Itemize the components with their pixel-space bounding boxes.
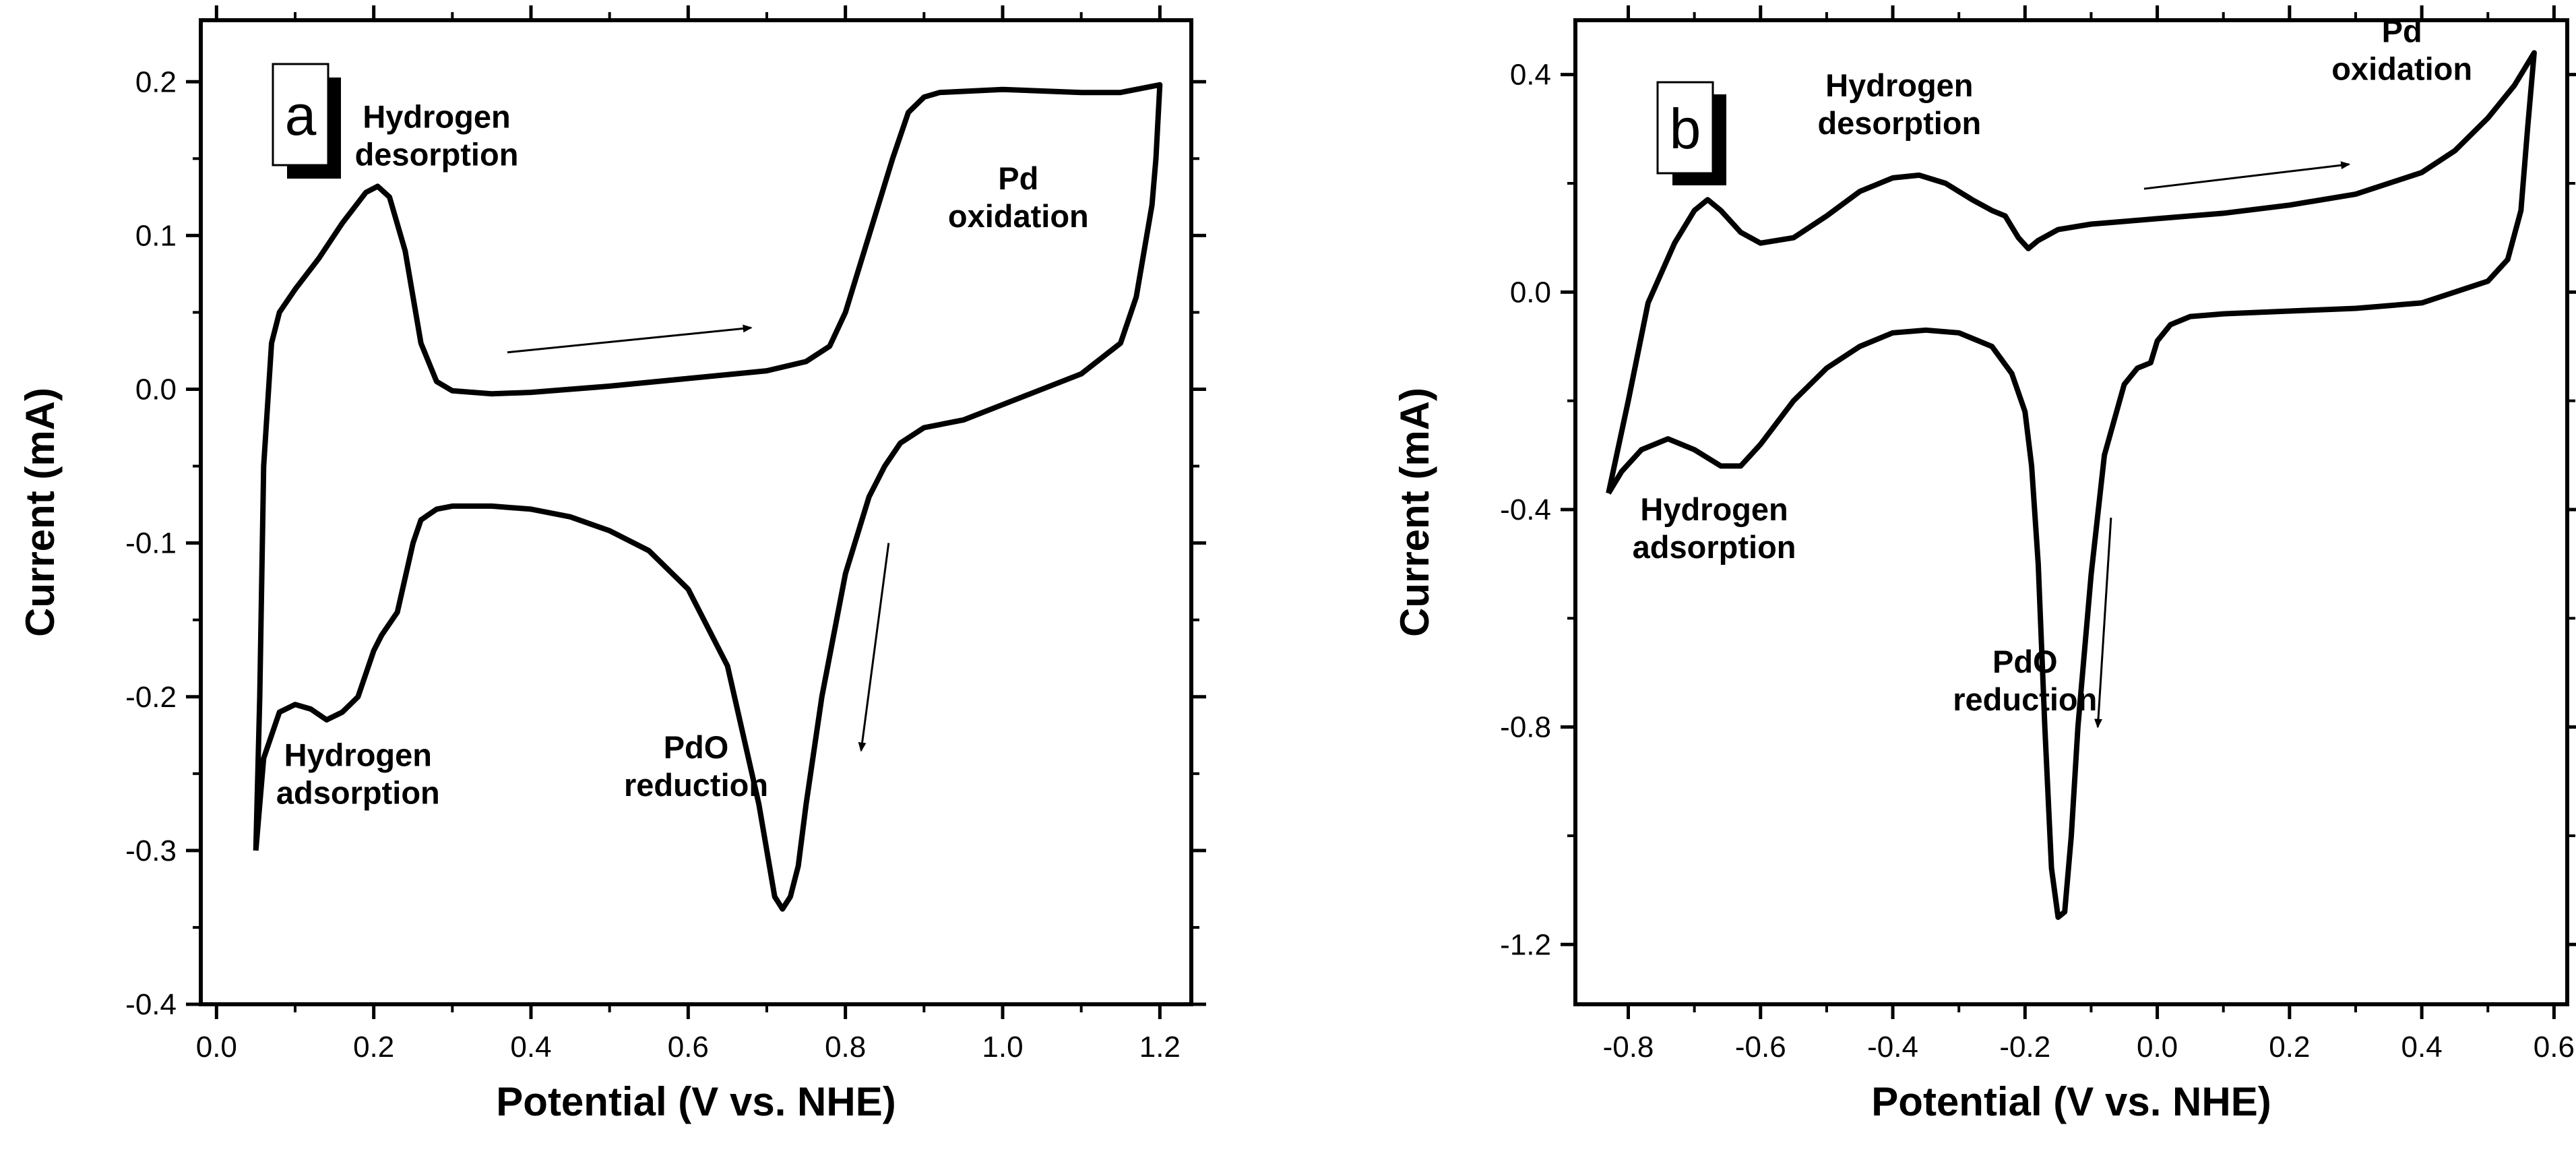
annotation-line: reduction xyxy=(624,767,768,803)
panel-a-x-axis-title: Potential (V vs. NHE) xyxy=(496,1079,896,1124)
y-tick-label: -0.4 xyxy=(1500,493,1551,526)
panel-a-ticks xyxy=(186,5,1206,1019)
y-tick-label: 0.0 xyxy=(135,373,177,406)
y-tick-label: -1.2 xyxy=(1500,928,1551,961)
x-tick-label: -0.8 xyxy=(1603,1031,1654,1064)
x-tick-label: 0.0 xyxy=(2137,1031,2178,1064)
panel-a-cv-curve xyxy=(253,82,1163,912)
panel-a-letter: a xyxy=(285,84,317,147)
panel-b-label-frame xyxy=(1656,81,1714,175)
panel-a-x-tick-labels: 0.0 0.2 0.4 0.6 0.8 1.0 1.2 xyxy=(196,1031,1181,1064)
y-tick-label: -0.8 xyxy=(1500,711,1551,744)
panel-a-arrows xyxy=(507,324,890,752)
x-tick-label: 0.6 xyxy=(2534,1031,2575,1064)
panel-b-arrows xyxy=(2094,161,2351,729)
annotation-line: Pd xyxy=(998,160,1038,196)
x-tick-label: 0.6 xyxy=(668,1031,709,1064)
annotation-line: Hydrogen xyxy=(1640,491,1788,527)
x-tick-label: 0.4 xyxy=(510,1031,551,1064)
panel-a-frame xyxy=(199,18,1193,1006)
panel-b-x-tick-labels: -0.8 -0.6 -0.4 -0.2 0.0 0.2 0.4 0.6 xyxy=(1603,1031,2575,1064)
annotation-line: Hydrogen xyxy=(363,99,510,135)
panel-b: -0.8 -0.6 -0.4 -0.2 0.0 0.2 0.4 0.6 -1.2-0.8-0.… xyxy=(1392,5,2576,1124)
annotation-label: Hydrogen adsorption xyxy=(276,737,440,810)
panel-b-x-axis-title: Potential (V vs. NHE) xyxy=(1871,1079,2271,1124)
annotation-label: Pd oxidation xyxy=(948,160,1089,234)
y-tick-label: 0.2 xyxy=(135,65,177,98)
annotation-label: Pd oxidation xyxy=(2331,13,2472,86)
y-tick-label: 0.4 xyxy=(1510,59,1551,92)
panel-b-y-tick-labels: -1.2 -0.8 -0.4 0.0 0.4 xyxy=(1500,59,1551,962)
y-tick-label: 0.0 xyxy=(1510,276,1551,309)
panel-a-y-tick-labels: -0.4 -0.3 -0.2 -0.1 0.0 0.1 0.2 xyxy=(125,65,177,1021)
scan-direction-arrow xyxy=(2094,517,2112,729)
panel-b-ticks xyxy=(1561,5,2576,1019)
x-tick-label: 1.0 xyxy=(982,1031,1023,1064)
panel-a-label-box: a xyxy=(272,63,341,179)
x-tick-label: -0.4 xyxy=(1867,1031,1918,1064)
scan-direction-arrow xyxy=(858,543,890,752)
panel-b-y-axis-title: Current (mA) xyxy=(1392,388,1437,637)
panel-b-label-box: b xyxy=(1656,81,1726,185)
scan-direction-arrow xyxy=(2143,161,2351,190)
annotation-line: adsorption xyxy=(1633,529,1796,565)
x-tick-label: 0.4 xyxy=(2401,1031,2443,1064)
y-tick-label: -0.3 xyxy=(125,834,177,867)
annotation-line: PdO xyxy=(664,729,729,765)
annotation-line: Pd xyxy=(2382,13,2422,49)
annotation-line: oxidation xyxy=(2331,51,2472,86)
annotation-line: adsorption xyxy=(276,774,440,810)
y-tick-label: 0.1 xyxy=(135,219,177,252)
annotation-label: PdO reduction xyxy=(624,729,768,803)
annotation-line: oxidation xyxy=(948,198,1089,234)
panel-b-cv-curve xyxy=(1606,50,2537,920)
annotation-line: Hydrogen xyxy=(284,737,432,772)
annotation-line: Hydrogen xyxy=(1825,67,1973,103)
x-tick-label: 1.2 xyxy=(1139,1031,1181,1064)
x-tick-label: 0.8 xyxy=(825,1031,866,1064)
y-tick-label: -0.4 xyxy=(125,988,177,1021)
y-tick-label: -0.2 xyxy=(125,681,177,714)
annotation-line: desorption xyxy=(355,137,519,173)
annotation-line: reduction xyxy=(1953,681,2097,717)
annotation-label: PdO reduction xyxy=(1953,644,2097,717)
annotation-label: Hydrogen desorption xyxy=(355,99,519,173)
annotation-line: desorption xyxy=(1817,105,1981,141)
panel-a-label-frame xyxy=(272,63,329,166)
panel-b-letter: b xyxy=(1670,97,1701,160)
x-tick-label: 0.2 xyxy=(2269,1031,2310,1064)
x-tick-label: 0.0 xyxy=(196,1031,237,1064)
y-tick-label: -0.1 xyxy=(125,527,177,560)
x-tick-label: -0.2 xyxy=(1999,1031,2050,1064)
annotation-line: PdO xyxy=(1992,644,2058,679)
scan-direction-arrow xyxy=(507,324,753,354)
annotation-label: Hydrogen desorption xyxy=(1817,67,1981,141)
panel-a: 0.0 0.2 0.4 0.6 0.8 1.0 1.2 -0.4 -0.3 -0.2 -0.1 0.… xyxy=(18,5,1206,1124)
annotation-label: Hydrogen adsorption xyxy=(1633,491,1796,565)
x-tick-label: 0.2 xyxy=(353,1031,394,1064)
x-tick-label: -0.6 xyxy=(1735,1031,1786,1064)
panel-b-frame xyxy=(1573,18,2569,1006)
panel-a-y-axis-title: Current (mA) xyxy=(18,388,63,637)
